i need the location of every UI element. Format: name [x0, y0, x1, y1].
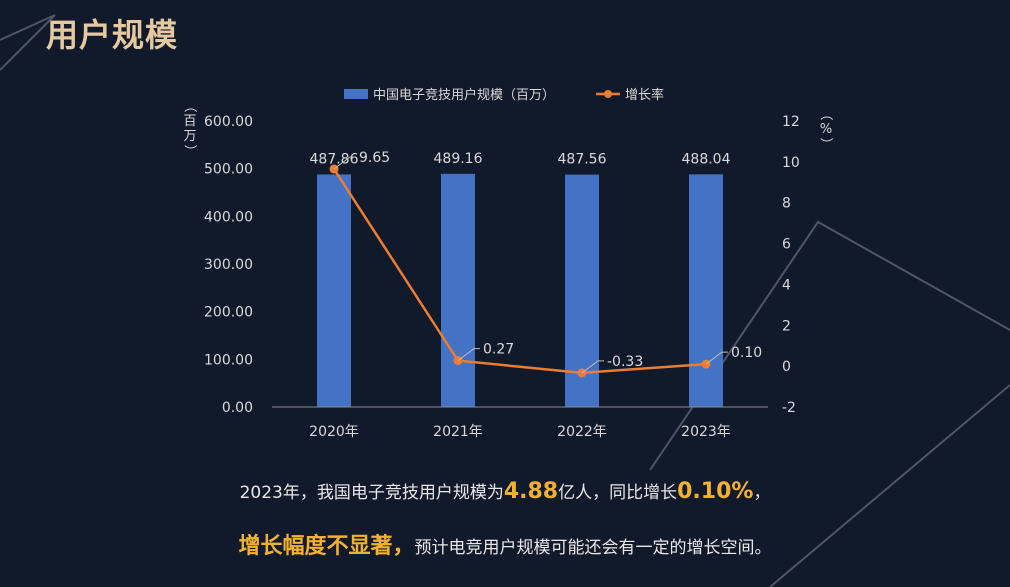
caption-1-after: ，	[753, 483, 771, 503]
y-right-tick-label: 2	[782, 318, 791, 334]
caption-1-highlight-growth: 0.10%	[677, 479, 754, 504]
caption-1-before: 2023年，我国电子竞技用户规模为	[239, 483, 504, 503]
axis-title-char: 万	[183, 129, 196, 144]
page-title: 用户规模	[46, 16, 179, 54]
decor-line-topleft	[0, 14, 56, 71]
growth-rate-line	[332, 168, 707, 375]
growth-rate-value-label: 0.10	[731, 345, 762, 361]
x-tick-label: 2022年	[557, 424, 607, 440]
bar	[565, 174, 599, 407]
legend-label-line: 增长率	[625, 87, 664, 103]
y-left-axis-title: （ 百万）	[182, 99, 197, 157]
y-right-tick-label: 8	[782, 196, 791, 212]
axis-title-char: %	[820, 122, 832, 137]
y-left-tick-label: 0.00	[222, 400, 253, 416]
decor-line-right-2	[769, 384, 1010, 587]
bar-series: 487.86 489.16 487.56 488.04	[310, 151, 731, 407]
caption-line-1: 2023年，我国电子竞技用户规模为4.88亿人，同比增长0.10%，	[0, 478, 1010, 504]
growth-rate-value-label: 9.65	[359, 150, 390, 166]
axis-title-char: （	[182, 99, 197, 112]
growth-rate-value-label: 0.27	[483, 342, 514, 358]
bar-value-label: 489.16	[434, 151, 483, 167]
axis-title-char: ）	[818, 137, 833, 150]
y-left-tick-label: 500.00	[204, 162, 253, 178]
data-label-leader	[333, 156, 356, 170]
legend-swatch-marker	[604, 90, 612, 98]
axis-title-char: （	[818, 107, 833, 120]
x-tick-label: 2021年	[433, 424, 483, 440]
axis-title-char: ）	[182, 144, 197, 157]
bar	[689, 174, 723, 407]
y-right-tick-label: 10	[782, 155, 800, 171]
y-right-tick-label: 12	[782, 114, 800, 130]
bar-value-label: 487.56	[558, 152, 607, 168]
y-left-tick-label: 600.00	[204, 114, 253, 130]
y-right-tick-label: 4	[782, 277, 791, 293]
y-right-tick-label: 0	[782, 359, 791, 375]
legend-swatch-bar	[344, 89, 368, 99]
y-left-tick-label: 400.00	[204, 209, 253, 225]
y-left-tick-label: 200.00	[204, 305, 253, 321]
line-series: 9.65 0.27 -0.33 0.10	[329, 150, 762, 378]
data-label-leader	[581, 360, 604, 374]
caption-1-middle: 亿人，同比增长	[558, 483, 678, 503]
bar-value-label: 488.04	[682, 151, 731, 167]
caption-2-rest: 预计电竞用户规模可能还会有一定的增长空间。	[414, 538, 772, 558]
bar	[441, 173, 475, 407]
y-right-tick-labels: -2 0 2 4 6 8 10 12	[782, 114, 800, 416]
bar	[317, 174, 351, 407]
caption-2-highlight: 增长幅度不显著，	[238, 534, 415, 559]
y-left-tick-label: 100.00	[204, 352, 253, 368]
x-tick-label: 2020年	[309, 424, 359, 440]
data-label-leader	[705, 351, 728, 365]
y-right-tick-label: 6	[782, 237, 791, 253]
x-tick-labels: 2020年 2021年 2022年 2023年	[309, 424, 731, 440]
legend: 中国电子竞技用户规模（百万） 增长率	[344, 87, 664, 103]
y-left-tick-label: 300.00	[204, 257, 253, 273]
y-right-tick-label: -2	[782, 400, 796, 416]
y-right-axis-title: （%）	[818, 107, 833, 150]
legend-label-bar: 中国电子竞技用户规模（百万）	[373, 87, 555, 103]
growth-rate-value-label: -0.33	[607, 354, 643, 370]
bar-value-label: 487.86	[310, 151, 359, 167]
y-left-tick-labels: 0.00 100.00 200.00 300.00 400.00 500.00 600.00	[204, 114, 253, 416]
data-label-leader	[457, 348, 480, 362]
x-tick-label: 2023年	[681, 424, 731, 440]
axis-title-char: 百	[183, 114, 196, 129]
caption-1-highlight-users: 4.88	[503, 479, 559, 504]
caption-line-2: 增长幅度不显著，预计电竞用户规模可能还会有一定的增长空间。	[0, 528, 1010, 560]
